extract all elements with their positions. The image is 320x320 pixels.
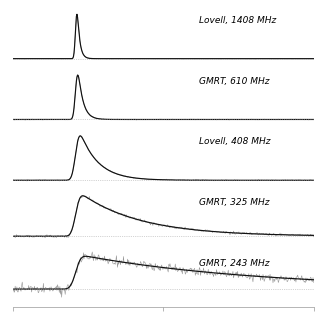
Text: Lovell, 1408 MHz: Lovell, 1408 MHz: [199, 16, 276, 25]
Text: Lovell, 408 MHz: Lovell, 408 MHz: [199, 137, 271, 146]
Text: GMRT, 610 MHz: GMRT, 610 MHz: [199, 76, 270, 85]
Text: GMRT, 325 MHz: GMRT, 325 MHz: [199, 198, 270, 207]
Text: GMRT, 243 MHz: GMRT, 243 MHz: [199, 259, 270, 268]
